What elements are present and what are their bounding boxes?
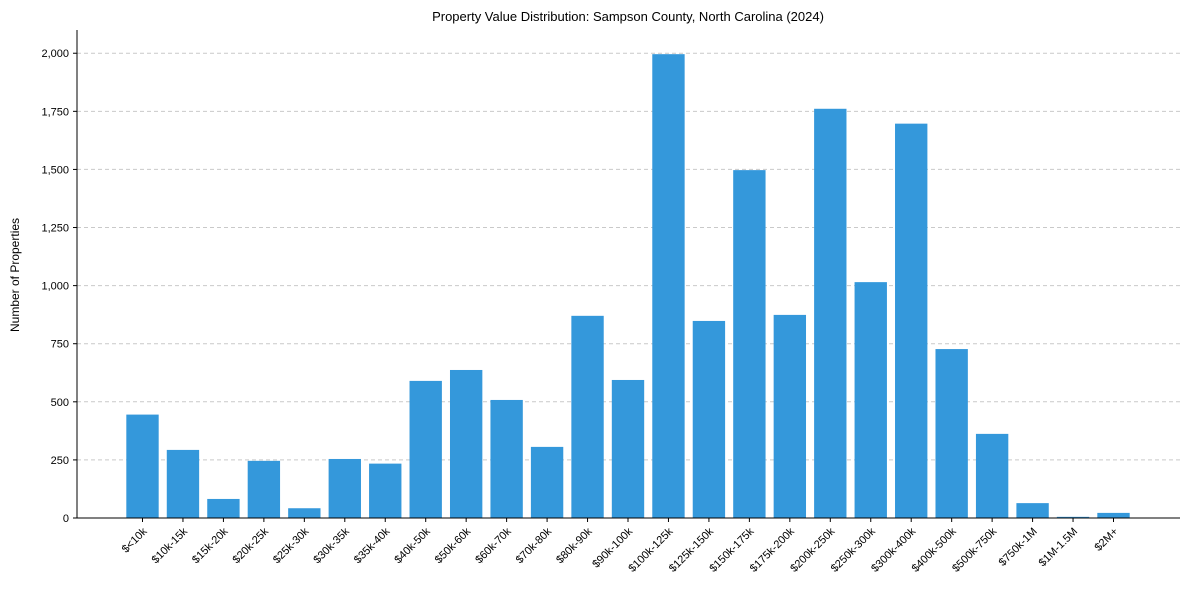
y-tick-label: 250 xyxy=(51,455,69,467)
y-tick-label: 1,250 xyxy=(41,223,69,235)
x-tick-label: $750k-1M xyxy=(997,526,1040,569)
bar xyxy=(409,380,442,518)
x-tick-label: $500k-750k xyxy=(950,525,999,574)
x-tick-label: $2M+ xyxy=(1092,526,1120,554)
y-ticks: 0 250 500 750 1,000 1,250 1,500 1,750 2,000 xyxy=(41,48,77,525)
x-tick-label: $<10k xyxy=(120,525,150,555)
x-tick-label: $30k-35k xyxy=(311,525,352,566)
y-tick-label: 500 xyxy=(51,397,69,409)
bar xyxy=(692,320,726,518)
bar xyxy=(369,463,402,518)
y-axis-label: Number of Properties xyxy=(8,218,22,332)
bar xyxy=(733,170,766,518)
bar xyxy=(1097,512,1130,518)
bar xyxy=(530,446,564,518)
bar xyxy=(328,458,361,518)
bar xyxy=(854,282,887,518)
bar xyxy=(773,314,807,518)
bar xyxy=(247,460,281,518)
bar xyxy=(449,369,483,518)
x-tick-label: $40k-50k xyxy=(392,525,433,566)
chart-title: Property Value Distribution: Sampson Cou… xyxy=(432,9,824,24)
bar xyxy=(652,54,685,519)
bar xyxy=(611,379,645,518)
bar xyxy=(814,108,847,518)
bar xyxy=(895,123,928,518)
x-tick-label: $60k-70k xyxy=(473,525,514,566)
x-tick-label: $25k-30k xyxy=(271,525,312,566)
bar xyxy=(1056,516,1090,518)
x-ticks: $<10k $10k-15k $15k-20k $20k-25k $25k-30k $30… xyxy=(120,518,1121,575)
bar xyxy=(166,449,200,518)
bar xyxy=(1016,503,1049,518)
y-tick-label: 750 xyxy=(51,339,69,351)
bar xyxy=(975,433,1009,518)
bar xyxy=(207,498,240,518)
x-tick-label: $35k-40k xyxy=(352,525,393,566)
y-tick-label: 1,000 xyxy=(41,281,69,293)
bar xyxy=(126,414,159,518)
bar xyxy=(571,315,604,518)
y-tick-label: 1,500 xyxy=(41,164,69,176)
y-tick-label: 2,000 xyxy=(41,48,69,60)
x-tick-label: $15k-20k xyxy=(190,525,231,566)
x-tick-label: $20k-25k xyxy=(231,525,272,566)
gridlines xyxy=(77,52,1180,461)
x-tick-label: $10k-15k xyxy=(150,525,191,566)
bar xyxy=(288,508,321,518)
bar xyxy=(490,399,523,518)
bars xyxy=(126,54,1130,519)
bar xyxy=(935,349,968,518)
x-tick-label: $80k-90k xyxy=(554,525,595,566)
x-tick-label: $1M-1.5M xyxy=(1037,526,1081,570)
x-tick-label: $70k-80k xyxy=(514,525,555,566)
y-tick-label: 1,750 xyxy=(41,106,69,118)
y-tick-label: 0 xyxy=(63,513,69,525)
x-tick-label: $50k-60k xyxy=(433,525,474,566)
